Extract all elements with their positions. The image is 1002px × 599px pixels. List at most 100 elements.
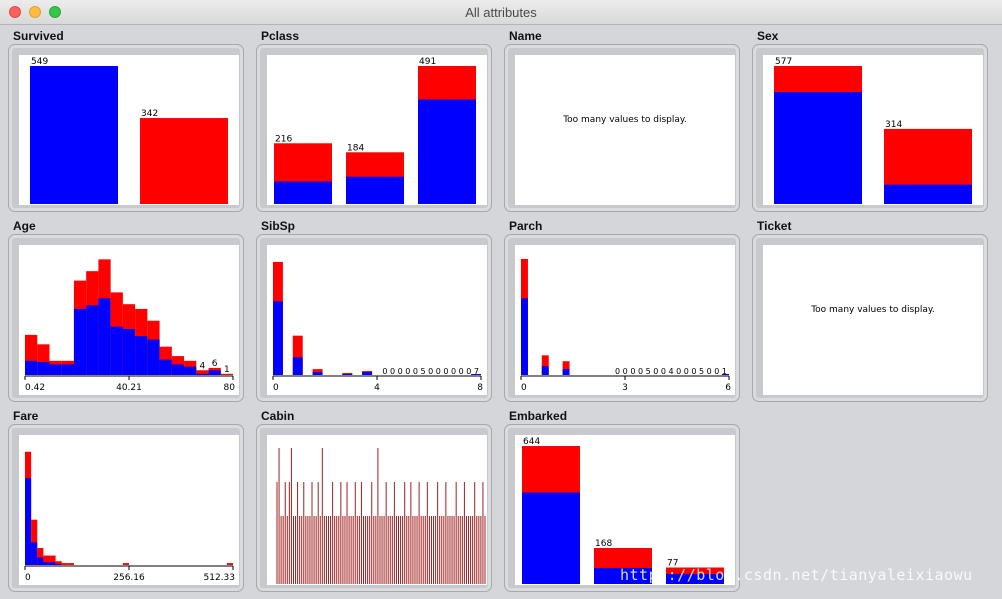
parch-bin-3-red [541, 355, 549, 375]
embarked-chart: 644 168 77 [522, 437, 724, 584]
fare-bin-0-blue [25, 478, 32, 565]
age-bin-0-blue [25, 360, 38, 375]
age-axis-label-2: 80 [224, 383, 236, 393]
embarked-bar-77-blue [666, 573, 724, 584]
sex-bar-577-blue [774, 92, 862, 204]
parch-panel[interactable]: 0 0 0 0 5 0 0 4 0 0 0 5 0 0 1 0 3 6 [504, 234, 740, 402]
age-bin-5-blue [86, 305, 99, 375]
survived-bar-label-549: 549 [31, 57, 48, 67]
survived-bar-549-blue [30, 66, 118, 204]
fare-bin-6-red [61, 563, 68, 565]
fare-bin-4-blue [49, 562, 56, 565]
age-plot: 4 6 1 0.42 40.21 80 [19, 245, 239, 395]
sibsp-bin-20-blue [471, 374, 481, 375]
sex-panel[interactable]: 577 314 [752, 44, 988, 212]
cabin-title: Cabin [261, 409, 295, 423]
age-bin-1-blue [37, 362, 50, 375]
parch-bin-29-blue [722, 374, 729, 375]
survived-bar-label-342: 342 [141, 109, 158, 119]
embarked-bar-label-77: 77 [667, 559, 678, 569]
age-bin-9-blue [135, 336, 148, 375]
parch-axis-label-2: 6 [725, 383, 731, 393]
fare-bin-5-red [55, 561, 62, 565]
age-bin-12-blue [171, 364, 185, 375]
sex-bar-label-577: 577 [775, 57, 792, 67]
embarked-bar-644-blue [522, 492, 580, 584]
fare-plot: 0 256.16 512.33 [19, 435, 239, 585]
fare-bin-33-red [226, 563, 233, 565]
sibsp-bin-2-blue [292, 357, 303, 375]
fare-bin-5-blue [55, 564, 62, 565]
close-window-button[interactable] [9, 6, 21, 18]
age-bin-14-blue [196, 373, 209, 375]
minimize-window-button[interactable] [29, 6, 41, 18]
sibsp-bin-7-blue [342, 374, 353, 375]
age-bin-3-blue [61, 364, 74, 375]
age-panel[interactable]: 4 6 1 0.42 40.21 80 [8, 234, 244, 402]
embarked-bar-label-168: 168 [595, 539, 612, 549]
sibsp-bin-4-red [312, 369, 323, 375]
age-chart: 4 61 0.42 40.21 80 [24, 259, 236, 393]
pclass-panel[interactable]: 216 184 491 [256, 44, 492, 212]
sibsp-bin-4-blue [312, 372, 323, 375]
age-title: Age [13, 219, 36, 233]
age-bin-label-14: 4 [200, 361, 206, 371]
embarked-title: Embarked [509, 409, 568, 423]
age-bin-10-blue [147, 339, 160, 375]
sibsp-bin-0-blue [273, 301, 283, 375]
sibsp-panel[interactable]: 0 0 0 0 0 5 0 0 0 0 0 0 7 0 4 8 [256, 234, 492, 402]
fare-axis-label-2: 512.33 [204, 573, 236, 583]
sex-chart: 577 314 [774, 57, 972, 204]
pclass-bar-491-blue [418, 99, 476, 204]
fare-panel[interactable]: 0 256.16 512.33 [8, 424, 244, 592]
name-panel[interactable]: Too many values to display. [504, 44, 740, 212]
cabin-panel[interactable] [256, 424, 492, 592]
age-bin-4-blue [73, 308, 87, 375]
pclass-chart: 216 184 491 [274, 57, 476, 204]
sibsp-title: SibSp [261, 219, 296, 233]
cabin-chart [276, 448, 486, 584]
age-bin-11-blue [159, 359, 172, 375]
survived-panel[interactable]: 549 342 [8, 44, 244, 212]
sibsp-chart: 0 0 0 0 0 5 0 0 0 0 0 0 7 0 4 8 [272, 261, 483, 393]
cabin-plot [267, 435, 487, 585]
age-bin-8-blue [122, 328, 136, 375]
sibsp-axis-label-2: 8 [477, 383, 483, 393]
sibsp-bin-2-red [292, 335, 303, 375]
pclass-bar-label-184: 184 [347, 143, 364, 153]
name-message: Too many values to display. [563, 115, 687, 125]
parch-bin-6-red [562, 361, 570, 375]
name-plot: Too many values to display. [515, 55, 735, 205]
ticket-panel[interactable]: Too many values to display. [752, 234, 988, 402]
fare-chart: 0 256.16 512.33 [24, 451, 236, 583]
pclass-title: Pclass [261, 29, 300, 43]
parch-bin-3-blue [541, 366, 549, 375]
survived-plot: 549 342 [19, 55, 239, 205]
age-bin-13-blue [184, 366, 197, 375]
sibsp-zero-counts: 0 0 0 0 0 5 0 0 0 0 0 0 7 [382, 367, 479, 376]
fare-bin-7-red [67, 563, 74, 565]
attributes-grid: Survived 549 342 Pclass 216 184 491 Name Too man… [0, 25, 1002, 599]
embarked-panel[interactable]: 644 168 77 [504, 424, 740, 592]
fare-bin-3-red [43, 555, 50, 565]
age-bin-label-16: 1 [224, 365, 230, 375]
pclass-bar-label-491: 491 [419, 57, 436, 67]
fare-bin-2-red [37, 548, 44, 565]
age-bin-7-blue [110, 326, 123, 375]
age-axis-label-0: 0.42 [25, 383, 45, 393]
age-bin-6-blue [98, 298, 111, 375]
fare-bin-3-blue [43, 562, 50, 565]
survived-chart: 549 342 [30, 57, 228, 204]
sibsp-axis-label-1: 4 [374, 383, 380, 393]
ticket-title: Ticket [757, 219, 792, 233]
ticket-message: Too many values to display. [811, 305, 935, 315]
parch-bin-0-blue [521, 298, 528, 375]
maximize-window-button[interactable] [49, 6, 61, 18]
age-bin-15-blue [208, 370, 221, 375]
embarked-bar-168-blue [594, 567, 652, 584]
fare-bin-4-red [49, 555, 56, 565]
parch-bin-6-blue [562, 369, 570, 375]
fare-axis-label-1: 256.16 [113, 573, 145, 583]
survived-title: Survived [13, 29, 64, 43]
parch-title: Parch [509, 219, 543, 233]
